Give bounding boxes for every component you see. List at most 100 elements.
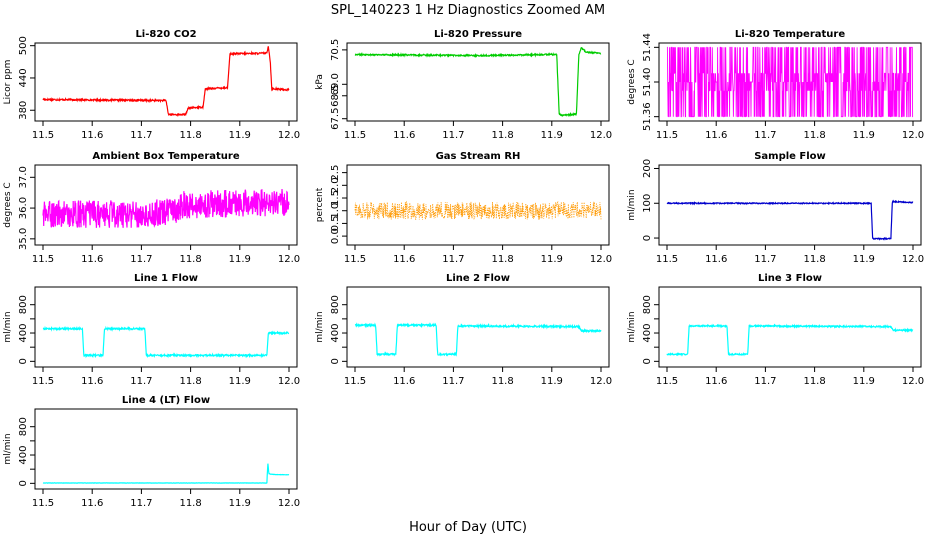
plot-frame (658, 286, 922, 368)
panel-line2: Line 2 Flow ml/min 11.5 11.6 11.7 11.8 11.9 12.… (315, 273, 612, 387)
x-tick-label: 11.5 (344, 130, 366, 141)
x-tick-label: 12.0 (590, 254, 612, 265)
y-tick-label: 70.5 (330, 39, 341, 61)
y-tick-label: 37.0 (18, 166, 29, 188)
y-tick-label: 0.0 (330, 228, 341, 244)
y-tick-label: 800 (642, 295, 653, 314)
y-tick-label: 500 (18, 36, 29, 55)
series-line (666, 199, 914, 241)
y-tick-label: 400 (642, 323, 653, 342)
x-tick-label: 11.8 (179, 376, 201, 387)
x-tick-label: 11.8 (803, 376, 825, 387)
y-tick-label: 1.5 (330, 190, 341, 206)
x-tick-label: 11.9 (541, 130, 563, 141)
y-tick-label: 800 (18, 417, 29, 436)
panel-line3: Line 3 Flow ml/min 11.5 11.6 11.7 11.8 11.9 12.… (627, 273, 924, 387)
x-tick-label: 11.5 (656, 130, 678, 141)
y-tick-label: 69.0 (330, 73, 341, 95)
x-tick-label: 11.8 (179, 254, 201, 265)
y-tick-label: 67.5 (330, 108, 341, 130)
x-tick-label: 11.5 (344, 254, 366, 265)
y-tick-label: 2.5 (330, 165, 341, 181)
x-tick-label: 11.9 (541, 254, 563, 265)
x-tick-label: 11.5 (32, 376, 54, 387)
x-tick-label: 11.6 (393, 254, 415, 265)
x-tick-label: 11.5 (32, 130, 54, 141)
x-tick-label: 11.7 (442, 376, 464, 387)
x-tick-label: 11.7 (130, 376, 152, 387)
y-tick-label: 200 (642, 159, 653, 178)
x-tick-label: 11.6 (393, 376, 415, 387)
panel-title: Li-820 Pressure (434, 29, 522, 40)
y-tick-label: 36.0 (18, 197, 29, 219)
series-line (354, 47, 602, 118)
x-tick-label: 12.0 (590, 376, 612, 387)
plot-frame (346, 286, 610, 368)
figure-title: SPL_140223 1 Hz Diagnostics Zoomed AM (331, 3, 605, 18)
series-line (42, 188, 290, 228)
y-axis-label: degrees C (627, 59, 637, 104)
panel-pressure: Li-820 Pressure kPa 11.5 11.6 11.7 11.8 11.9 12… (315, 29, 612, 141)
x-tick-label: 11.8 (803, 130, 825, 141)
y-tick-label: 400 (330, 323, 341, 342)
x-tick-label: 12.0 (278, 376, 300, 387)
series-line (666, 323, 914, 357)
x-tick-label: 12.0 (902, 376, 924, 387)
x-tick-label: 11.6 (393, 130, 415, 141)
y-axis-label: ml/min (315, 311, 325, 342)
x-tick-label: 11.7 (130, 130, 152, 141)
x-tick-label: 11.6 (705, 376, 727, 387)
x-tick-label: 11.5 (32, 254, 54, 265)
y-tick-label: 380 (18, 101, 29, 120)
y-axis-label: ml/min (627, 311, 637, 342)
plot-frame (34, 408, 298, 490)
x-tick-label: 11.6 (705, 254, 727, 265)
panel-rh: Gas Stream RH percent 11.5 11.6 11.7 11.8 11.9… (315, 151, 612, 265)
series-points (354, 200, 602, 221)
y-tick-label: 2.0 (330, 177, 341, 193)
plot-frame (346, 164, 610, 246)
x-tick-label: 12.0 (590, 130, 612, 141)
y-axis-label: ml/min (3, 433, 13, 464)
y-tick-label: 800 (18, 295, 29, 314)
x-tick-label: 11.6 (81, 130, 103, 141)
x-tick-label: 12.0 (902, 254, 924, 265)
y-tick-label: 0 (18, 358, 29, 364)
x-tick-label: 11.9 (541, 376, 563, 387)
panel-line1: Line 1 Flow ml/min 11.5 11.6 11.7 11.8 11.9 12.… (3, 273, 300, 387)
y-tick-label: 35.0 (18, 228, 29, 250)
y-axis-label: Licor ppm (3, 60, 13, 105)
panel-sample_flow: Sample Flow ml/min 11.5 11.6 11.7 11.8 11.9 12.… (627, 151, 924, 265)
y-axis-label: degrees C (3, 182, 13, 227)
panel-title: Line 3 Flow (758, 273, 822, 284)
x-tick-label: 11.6 (81, 376, 103, 387)
x-tick-label: 11.7 (754, 130, 776, 141)
x-tick-label: 12.0 (902, 130, 924, 141)
y-tick-label: 440 (18, 68, 29, 87)
series-line (42, 46, 290, 117)
y-axis-label: kPa (315, 74, 325, 90)
y-tick-label: 0 (330, 358, 341, 364)
y-tick-label: 1.0 (330, 203, 341, 219)
panel-licor_temp: Li-820 Temperature degrees C 11.5 11.6 11.7 1… (627, 29, 924, 141)
x-tick-label: 11.9 (853, 130, 875, 141)
plot-frame (34, 286, 298, 368)
x-tick-label: 11.9 (229, 254, 251, 265)
series-line (354, 322, 602, 357)
plot-frame (34, 42, 298, 122)
y-tick-label: 0.5 (330, 215, 341, 231)
y-tick-label: 0 (18, 480, 29, 486)
x-tick-label: 11.7 (442, 254, 464, 265)
x-tick-label: 11.8 (491, 130, 513, 141)
x-tick-label: 12.0 (278, 498, 300, 509)
y-tick-label: 51.36 (642, 102, 653, 131)
x-tick-label: 11.5 (344, 376, 366, 387)
y-axis-label: percent (315, 187, 325, 222)
x-tick-label: 11.8 (179, 130, 201, 141)
x-tick-label: 11.5 (656, 376, 678, 387)
series-line (666, 46, 914, 118)
y-tick-label: 68.5 (330, 85, 341, 107)
panel-title: Ambient Box Temperature (92, 151, 239, 162)
x-tick-label: 11.8 (179, 498, 201, 509)
